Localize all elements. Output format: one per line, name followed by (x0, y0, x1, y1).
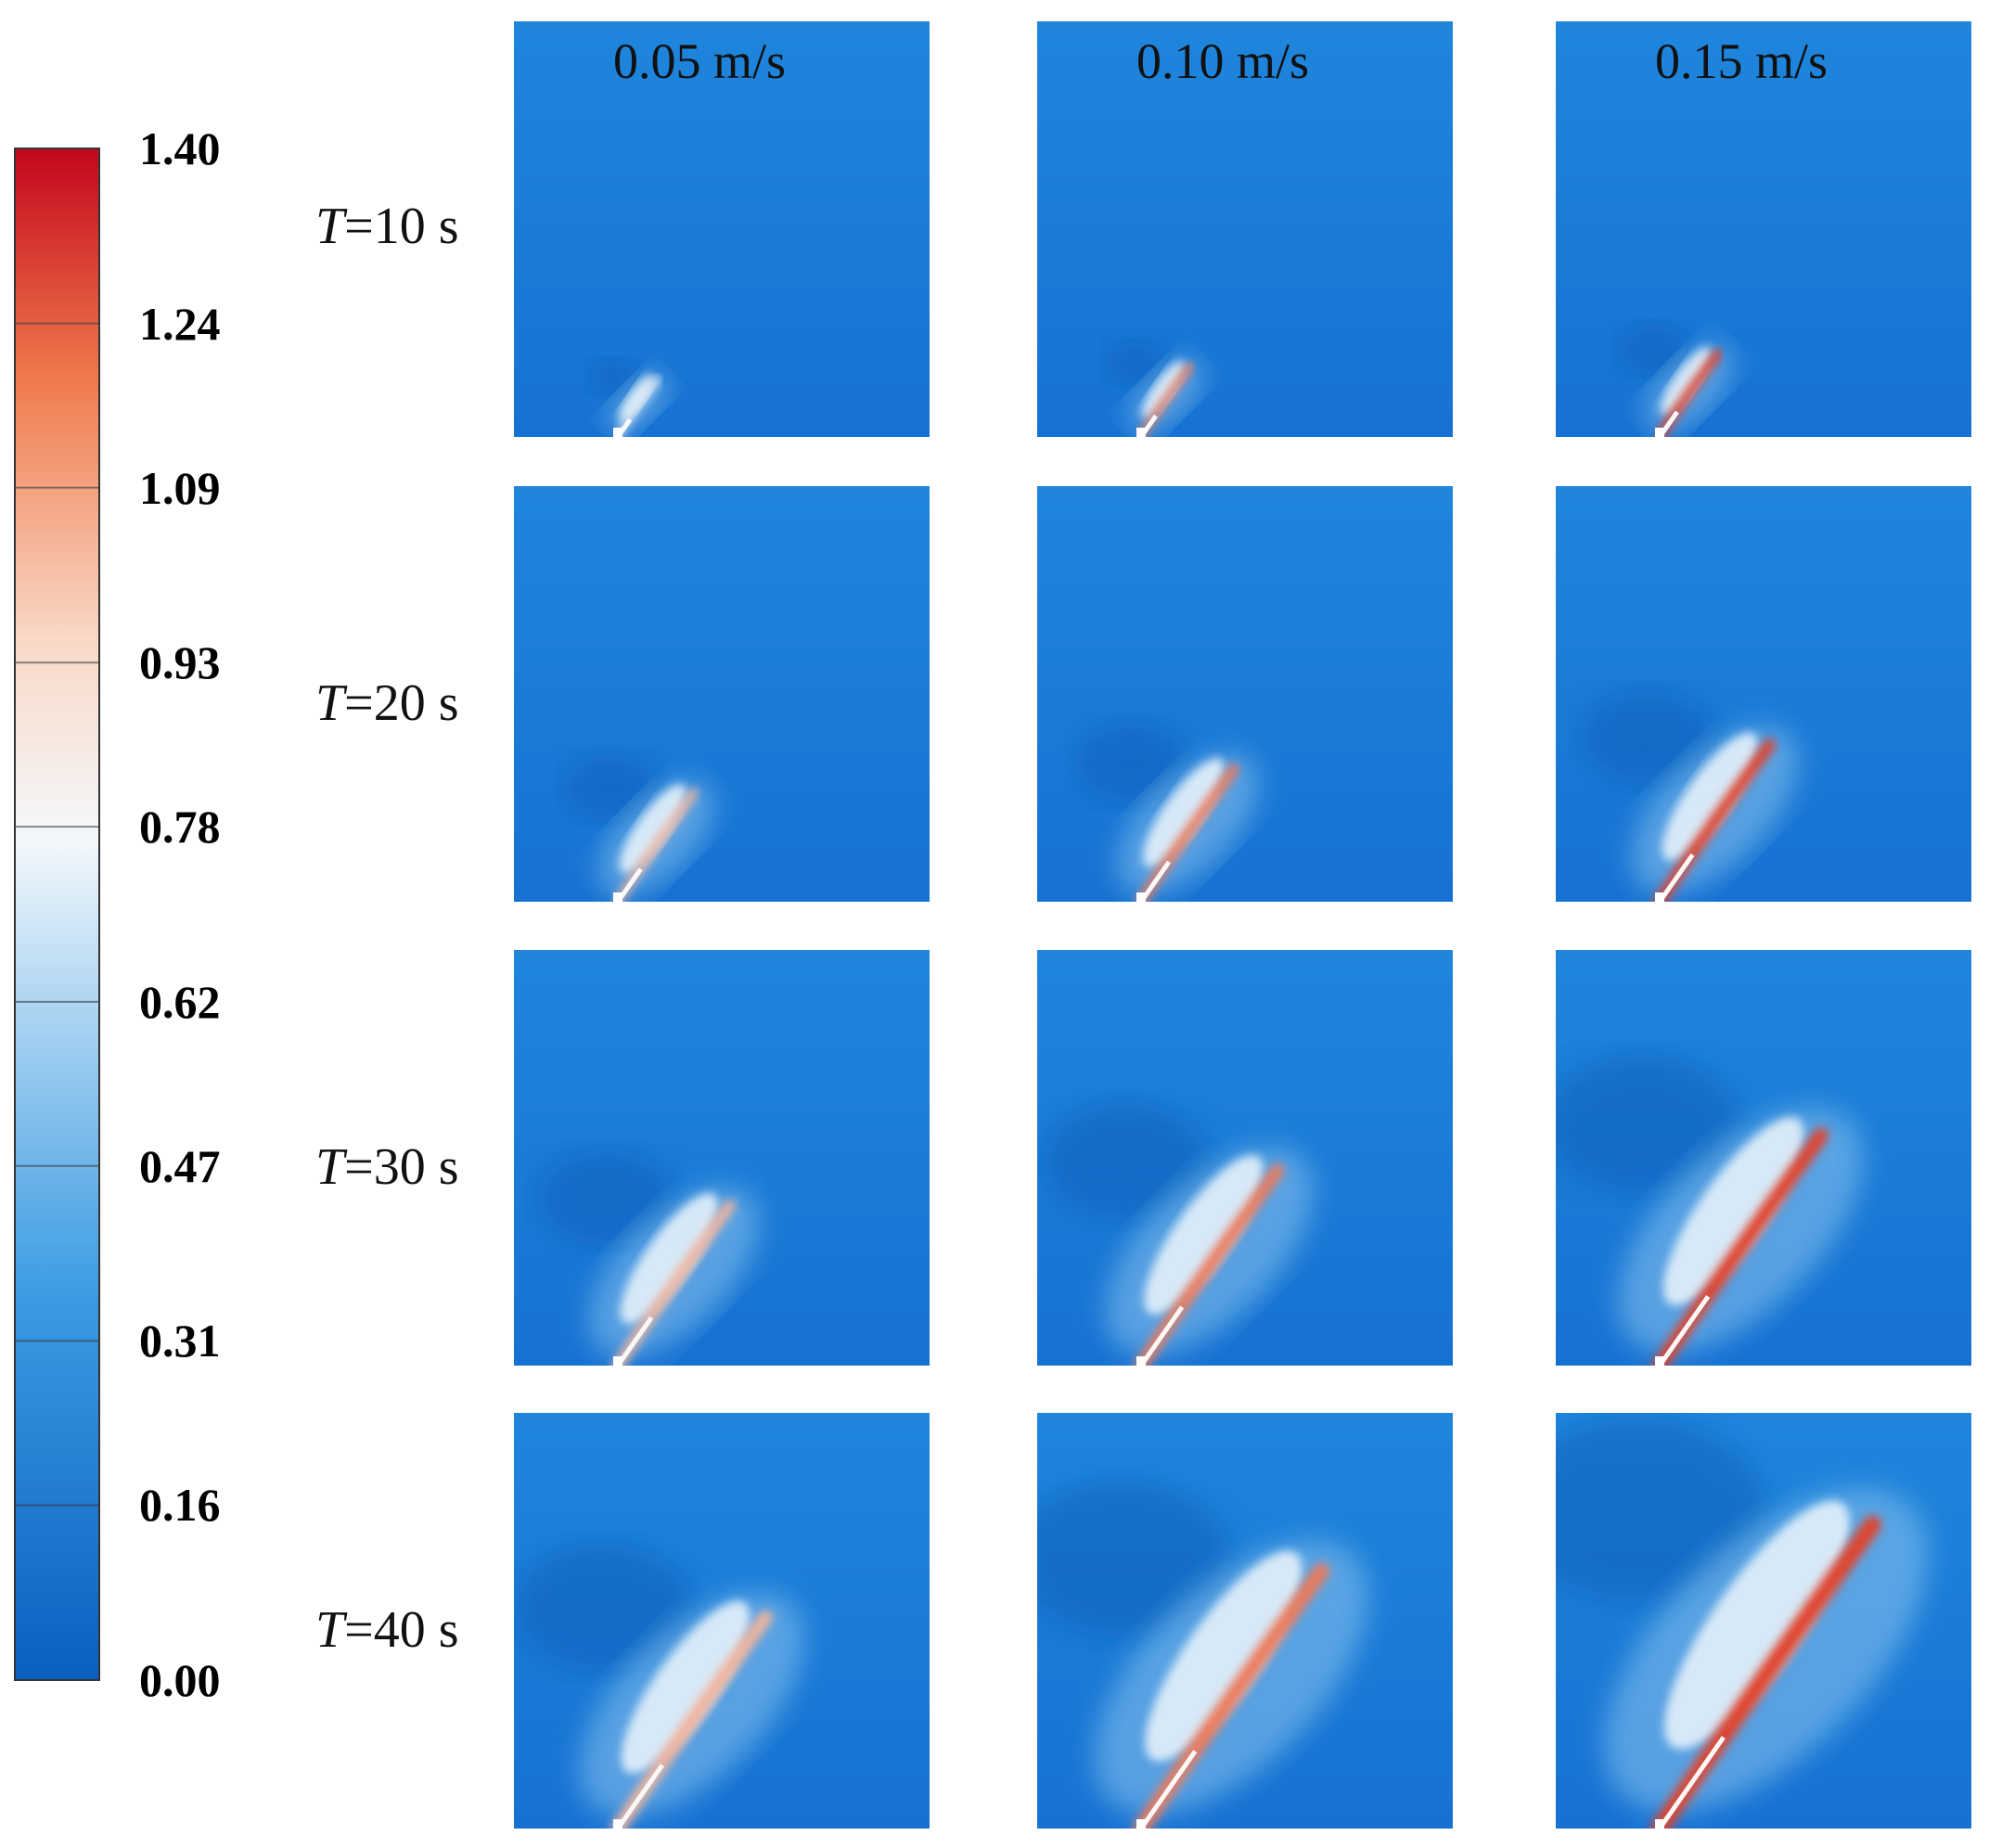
plume (514, 1542, 804, 1829)
contour-panel (1556, 1413, 1971, 1829)
plume-stem (1138, 1305, 1185, 1366)
halo-core (1145, 1550, 1302, 1762)
colorbar-tick-label: 1.40 (139, 122, 221, 174)
colorbar-tick-label: 0.16 (139, 1479, 221, 1532)
shadow (1037, 1480, 1232, 1637)
shadow (1073, 721, 1188, 803)
colorbar-tick-label: 0.31 (139, 1315, 221, 1367)
plume-stem (1657, 1736, 1726, 1829)
halo-core (1662, 1117, 1804, 1306)
shadow (1556, 1417, 1766, 1603)
inlet (1136, 1356, 1146, 1366)
inlet (1655, 892, 1664, 902)
shadow (588, 358, 638, 394)
contour-panel (1037, 950, 1453, 1366)
inlet (613, 892, 622, 902)
panel-background (514, 486, 930, 902)
plume (562, 753, 714, 902)
colorbar-tick-label: 0.93 (139, 636, 221, 689)
row-label: T=30 s (315, 1138, 459, 1196)
plume-stem (1657, 1295, 1711, 1366)
inlet (1136, 428, 1146, 437)
row-label: T=40 s (315, 1601, 459, 1659)
shadow (1556, 1053, 1740, 1195)
plume-stem (615, 1764, 664, 1829)
inlet (1136, 1819, 1146, 1829)
row-label: T=10 s (315, 198, 459, 255)
column-label: 0.10 m/s (1136, 33, 1310, 89)
shadow (562, 753, 657, 821)
plume (588, 358, 670, 437)
inlet (1655, 428, 1664, 437)
inlet (613, 1356, 622, 1366)
plume (536, 1149, 760, 1366)
halo-core (1661, 347, 1713, 416)
column-label: 0.05 m/s (612, 33, 787, 89)
row-label: T=20 s (315, 674, 459, 732)
panel-background (1556, 21, 1971, 437)
contour-panel (1037, 486, 1453, 902)
contour-panel (1037, 1413, 1453, 1829)
contour-panel (1037, 21, 1453, 437)
colorbar-tick-label: 0.00 (139, 1654, 221, 1706)
halo-core (1664, 1500, 1850, 1750)
halo-core (1143, 758, 1225, 867)
column-label: 0.15 m/s (1654, 33, 1829, 89)
halo-core (621, 1600, 751, 1774)
colorbar-tick-label: 0.62 (139, 975, 221, 1028)
inlet (613, 428, 622, 437)
inlet (613, 1819, 622, 1829)
halo-core (1142, 360, 1186, 419)
contour-panel (514, 486, 930, 902)
plume-stem (1138, 1750, 1198, 1829)
plume (1037, 1480, 1369, 1829)
contour-panel (1556, 21, 1971, 437)
panel-background (1556, 486, 1971, 902)
colorbar-tick-label: 1.09 (139, 461, 221, 514)
contour-panel (514, 1413, 930, 1829)
shadow (1617, 324, 1689, 376)
colorbar-tick-label: 1.24 (139, 297, 221, 350)
plume (1042, 1100, 1314, 1366)
halo-core (620, 1192, 718, 1324)
plume (1105, 340, 1204, 437)
contour-panel (514, 21, 930, 437)
shadow (514, 1542, 692, 1672)
halo-core (1662, 732, 1758, 861)
plume-stem (615, 1315, 654, 1366)
plume (1556, 1053, 1864, 1366)
halo-core (619, 784, 687, 874)
inlet (1136, 892, 1146, 902)
contour-panel (1556, 486, 1971, 902)
panel-background (1037, 486, 1453, 902)
halo-core (1144, 1155, 1264, 1315)
colorbar (14, 148, 100, 1681)
shadow (1580, 688, 1715, 786)
shadow (1042, 1100, 1210, 1221)
halo-core (618, 374, 654, 422)
shadow (536, 1149, 674, 1247)
plume-stem (1657, 853, 1695, 902)
plume (1580, 688, 1799, 902)
contour-panel (514, 950, 930, 1366)
panel-background (514, 21, 930, 437)
inlet (1655, 1356, 1664, 1366)
plume (1073, 721, 1259, 902)
colorbar-tick-label: 0.78 (139, 801, 221, 853)
plume (1556, 1417, 1929, 1829)
contour-panel (1556, 950, 1971, 1366)
plume-stem (1138, 860, 1172, 902)
shadow (1105, 340, 1166, 385)
inlet (1655, 1819, 1664, 1829)
colorbar-tick-label: 0.47 (139, 1139, 221, 1192)
